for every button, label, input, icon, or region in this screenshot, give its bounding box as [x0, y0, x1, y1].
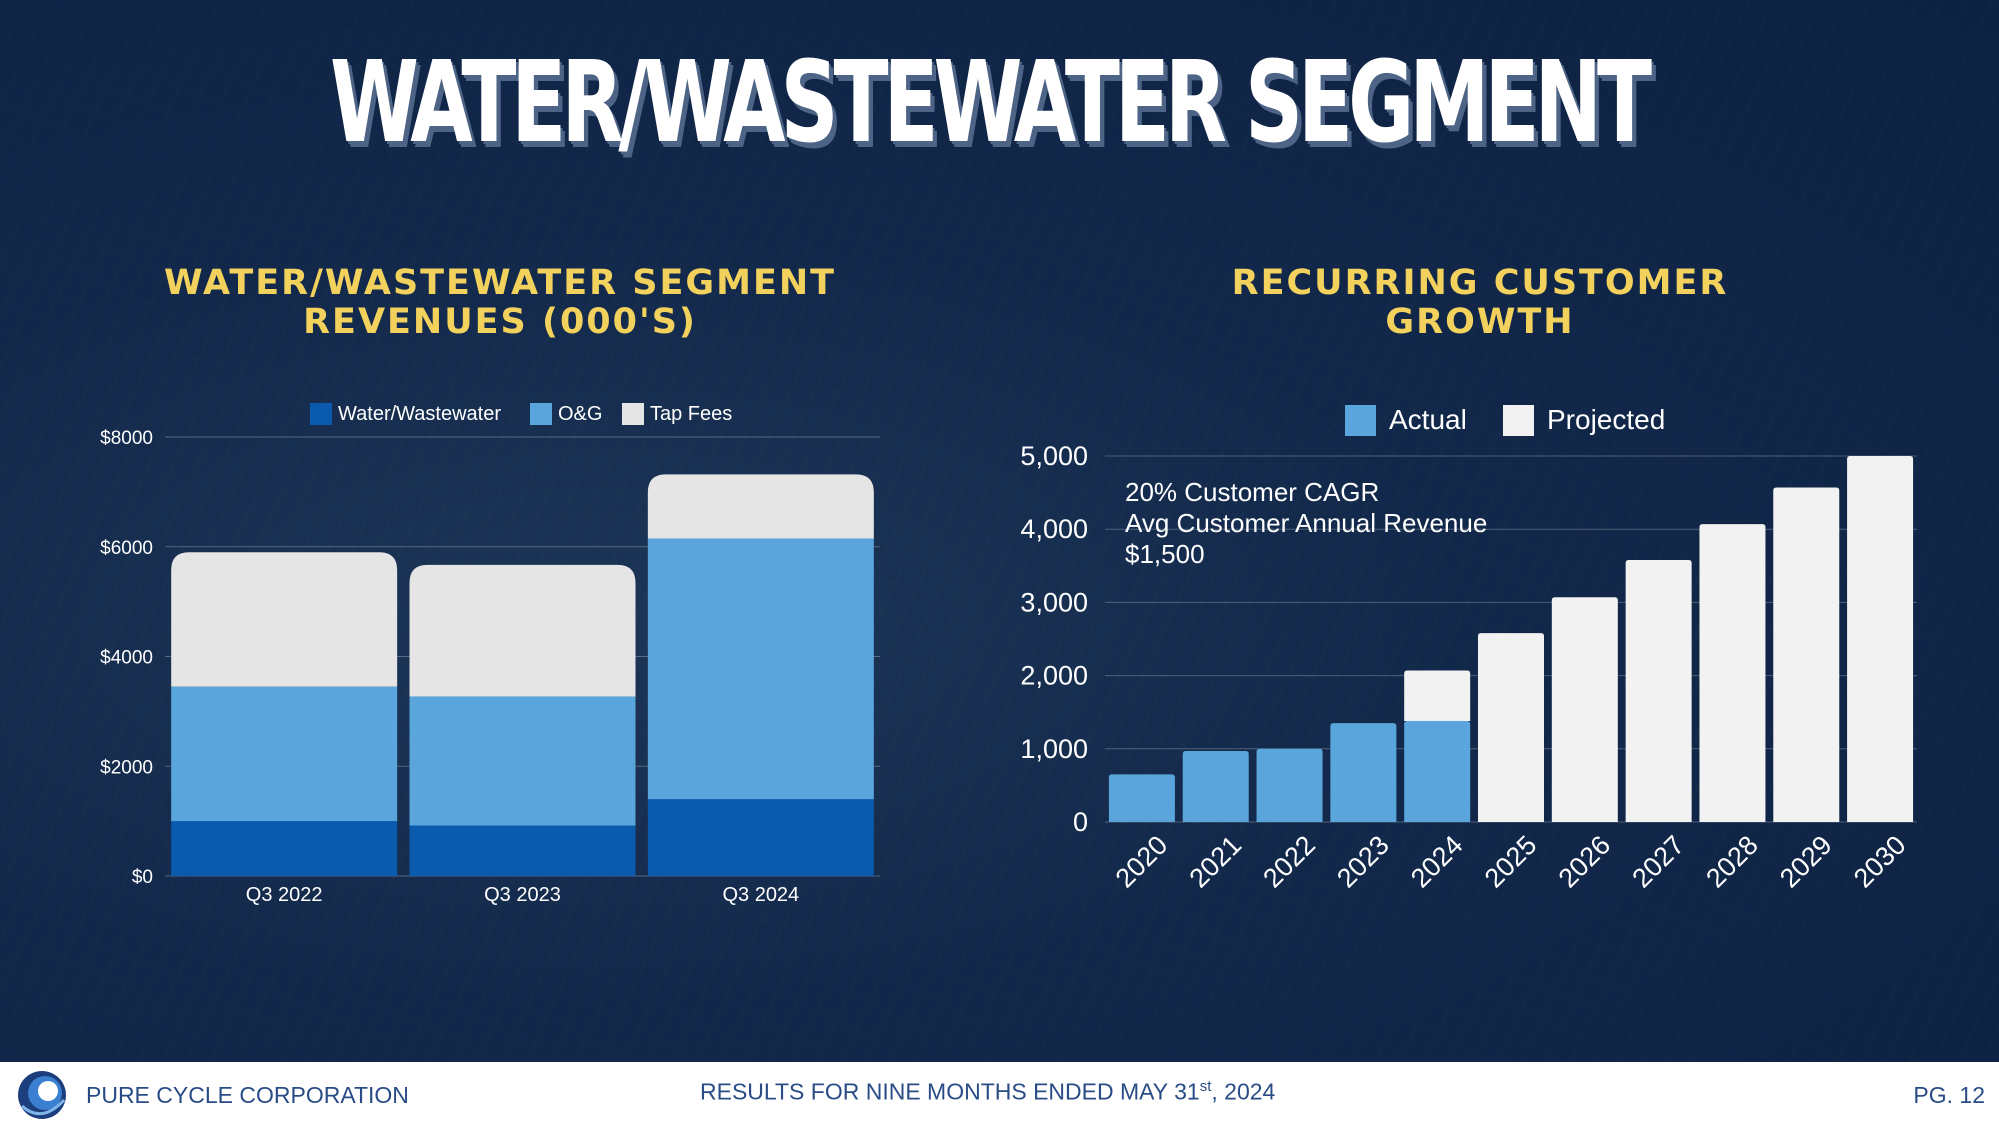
- revenue-chart-title: WATER/WASTEWATER SEGMENT REVENUES (000'S…: [150, 264, 850, 342]
- results-prefix: RESULTS FOR NINE MONTHS ENDED MAY 31: [700, 1078, 1200, 1105]
- y-tick-label: $4000: [100, 648, 153, 669]
- x-tick-label: 2022: [1257, 830, 1321, 894]
- bar-segment: [1256, 748, 1323, 822]
- bar-segment: [1182, 750, 1249, 822]
- bar-segment: [1478, 633, 1544, 822]
- legend-label: Actual: [1389, 404, 1467, 435]
- x-tick-label: 2027: [1626, 830, 1690, 894]
- customer-chart-title: RECURRING CUSTOMER GROWTH: [1231, 263, 1729, 342]
- bar-segment: [171, 821, 398, 876]
- y-tick-label: 5,000: [1020, 441, 1088, 471]
- page-number: PG. 12: [1913, 1082, 1985, 1108]
- bar-segment: [1404, 670, 1471, 721]
- bar-segment: [1699, 524, 1766, 822]
- revenue-chart-title-line1: WATER/WASTEWATER SEGMENT: [163, 263, 837, 303]
- slide-title: WATER/WASTEWATER SEGMENT: [329, 38, 1652, 168]
- legend-label: Water/Wastewater: [338, 403, 501, 425]
- x-tick-label: 2030: [1848, 830, 1912, 894]
- x-tick-label: 2021: [1184, 830, 1248, 894]
- legend-swatch: [530, 403, 552, 425]
- bar-segment: [647, 538, 874, 800]
- results-suffix: , 2024: [1211, 1078, 1276, 1105]
- bar-segment: [1330, 723, 1397, 822]
- background-photo: [0, 0, 1999, 1062]
- y-tick-label: $8000: [100, 428, 153, 449]
- legend-label: Projected: [1547, 404, 1665, 435]
- x-tick-label: Q3 2022: [246, 884, 323, 906]
- y-tick-label: $0: [132, 867, 153, 888]
- x-tick-label: Q3 2023: [484, 884, 561, 906]
- y-tick-label: 0: [1073, 807, 1088, 837]
- legend-label: Tap Fees: [650, 403, 732, 425]
- x-tick-label: 2029: [1774, 830, 1838, 894]
- legend-swatch: [1503, 405, 1534, 436]
- company-name: PURE CYCLE CORPORATION: [86, 1082, 409, 1108]
- revenue-chart-title-line2: REVENUES (000'S): [303, 302, 697, 342]
- bar-segment: [409, 564, 636, 697]
- x-tick-label: 2028: [1700, 830, 1764, 894]
- bar-segment: [1108, 774, 1175, 822]
- customer-growth-chart: 0 1,000 2,000 3,000 4,000 5,000 Actual Projecte…: [1020, 404, 1914, 894]
- bar-segment: [1773, 487, 1840, 822]
- bar-segment: [1847, 456, 1914, 822]
- y-tick-label: $2000: [100, 757, 153, 778]
- bar-segment: [647, 474, 874, 539]
- x-tick-label: 2026: [1553, 830, 1617, 894]
- results-period: RESULTS FOR NINE MONTHS ENDED MAY 31st, …: [700, 1078, 1275, 1106]
- legend-swatch: [622, 403, 644, 425]
- y-tick-label: 4,000: [1020, 514, 1088, 544]
- y-tick-label: 1,000: [1020, 734, 1088, 764]
- pure-cycle-logo-icon: [18, 1071, 66, 1119]
- bar-segment: [1551, 597, 1618, 822]
- y-tick-label: 3,000: [1020, 587, 1088, 617]
- x-tick-label: 2025: [1479, 830, 1543, 894]
- bar-segment: [1404, 720, 1471, 822]
- y-tick-label: 2,000: [1020, 661, 1088, 691]
- annotation-line: 20% Customer CAGR: [1125, 477, 1379, 507]
- results-sup: st: [1199, 1078, 1212, 1095]
- x-tick-label: 2020: [1110, 830, 1174, 894]
- revenue-chart: $0 $2000 $4000 $6000 $8000 Water/Wastewater O&…: [100, 403, 874, 906]
- bar-segment: [171, 686, 398, 822]
- x-tick-label: Q3 2024: [722, 884, 799, 906]
- x-tick-label: 2024: [1405, 830, 1469, 894]
- legend-swatch: [310, 403, 332, 425]
- bar-segment: [409, 825, 636, 876]
- y-tick-label: $6000: [100, 538, 153, 559]
- annotation-line: Avg Customer Annual Revenue: [1125, 508, 1487, 538]
- bar-segment: [171, 552, 398, 687]
- bar-segment: [647, 799, 874, 876]
- x-tick-label: 2023: [1331, 830, 1395, 894]
- bar-segment: [1625, 559, 1692, 822]
- annotation-line: $1,500: [1125, 539, 1205, 569]
- footer: PURE CYCLE CORPORATION RESULTS FOR NINE …: [0, 1062, 1999, 1125]
- legend-swatch: [1345, 405, 1376, 436]
- legend-label: O&G: [558, 403, 602, 425]
- bar-segment: [409, 696, 636, 826]
